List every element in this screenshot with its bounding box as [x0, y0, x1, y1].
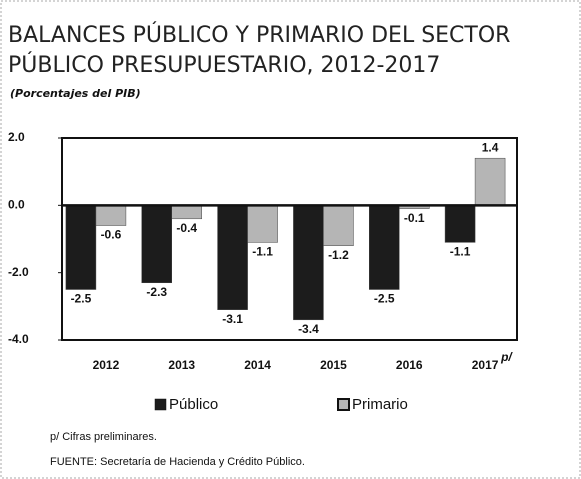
bar: [293, 205, 324, 321]
value-label: -3.4: [298, 322, 319, 336]
x-tick-label: 2014: [244, 358, 271, 372]
value-label: -2.5: [374, 292, 395, 306]
value-label: -1.1: [450, 245, 471, 259]
x-tick-label: 2015: [320, 358, 347, 372]
x-tick-label: 2013: [168, 358, 195, 372]
value-label: -0.1: [404, 211, 425, 225]
x-tick-label: 2016: [396, 358, 423, 372]
bar: [217, 205, 248, 310]
value-label: -3.1: [222, 312, 243, 326]
bar: [141, 205, 172, 284]
legend-label: Público: [169, 396, 218, 413]
value-label: -0.6: [101, 228, 122, 242]
x-tick-label: 2012: [93, 358, 120, 372]
value-label: 1.4: [482, 140, 499, 154]
y-tick-label: 0.0: [8, 198, 25, 212]
legend-swatch: [154, 398, 167, 411]
y-tick-label: -2.0: [8, 265, 29, 279]
value-label: -1.1: [252, 245, 273, 259]
bar: [247, 205, 278, 243]
legend-label: Primario: [352, 396, 408, 413]
chart-subtitle: (Porcentajes del PIB): [10, 87, 141, 100]
value-label: -1.2: [328, 248, 349, 262]
note: p/ Cifras preliminares.: [50, 431, 157, 443]
note: FUENTE: Secretaría de Hacienda y Crédito…: [50, 456, 305, 468]
y-tick-label: 2.0: [8, 130, 25, 144]
legend-swatch: [337, 398, 350, 411]
bar: [369, 205, 400, 290]
x-tick-label: 2017: [472, 358, 499, 372]
chart-title: BALANCES PÚBLICO Y PRIMARIO DEL SECTOR: [8, 22, 510, 48]
bar: [444, 205, 476, 243]
bar: [323, 205, 354, 246]
bar: [65, 205, 97, 290]
bar: [95, 205, 127, 226]
bar: [474, 157, 506, 206]
bar: [171, 205, 202, 220]
x-tick-superscript: p/: [500, 350, 513, 364]
value-label: -0.4: [176, 221, 197, 235]
y-tick-label: -4.0: [8, 332, 29, 346]
chart-title: PÚBLICO PRESUPUESTARIO, 2012-2017: [8, 52, 440, 78]
value-label: -2.3: [146, 285, 167, 299]
value-label: -2.5: [71, 292, 92, 306]
plot-area: [61, 137, 518, 341]
